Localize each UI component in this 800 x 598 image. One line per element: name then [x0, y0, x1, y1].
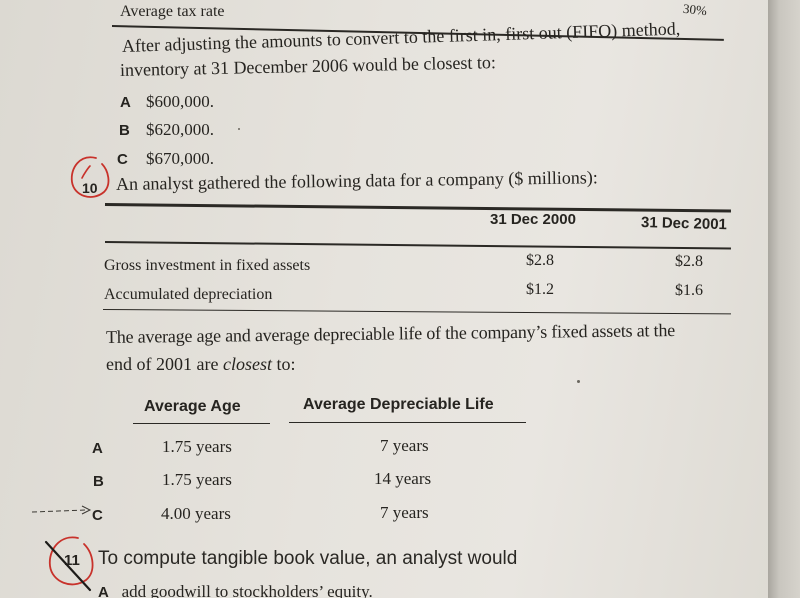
q10-number: 10 [82, 180, 98, 196]
answer-age: 1.75 years [162, 470, 232, 489]
q10-col-header-2000: 31 Dec 2000 [490, 211, 576, 228]
answer-header-rule-life [289, 422, 526, 423]
option-letter: C [117, 151, 128, 168]
q11-option-a: A add goodwill to stockholders’ equity. [98, 582, 373, 598]
row-label: Gross investment in fixed assets [104, 257, 311, 274]
question-text: end of 2001 are [106, 354, 223, 374]
pen-circle-q10-icon [70, 156, 110, 198]
question-text: to: [271, 354, 296, 374]
cell-2001: $1.6 [675, 282, 703, 299]
answer-letter: C [92, 507, 103, 524]
pen-arrow-mark-icon [31, 505, 92, 515]
option-text: $620,000. [146, 120, 214, 139]
question-emphasis: closest [222, 354, 272, 374]
q10-table-bottom-rule [102, 309, 731, 315]
q10-stem: An analyst gathered the following data f… [115, 167, 598, 194]
pen-circle-cross-q11-icon [44, 536, 94, 592]
tax-rate-value: 30% [682, 0, 708, 19]
option-letter: A [98, 584, 109, 598]
option-text: $670,000. [146, 149, 214, 168]
q10-question-line1: The average age and average depreciable … [105, 320, 676, 347]
answer-life: 14 years [374, 469, 432, 488]
q9-stem-line1: After adjusting the amounts to convert t… [121, 18, 681, 56]
option-letter: A [120, 94, 131, 111]
ink-dot [577, 380, 580, 383]
option-text: $600,000. [146, 92, 214, 111]
tax-rate-label: Average tax rate [120, 3, 225, 20]
book-page: Average tax rate 30% After adjusting the… [0, 0, 770, 598]
answer-letter: A [92, 440, 103, 457]
answer-header-life: Average Depreciable Life [303, 396, 494, 413]
answer-letter: B [93, 473, 104, 490]
answer-life: 7 years [380, 503, 429, 522]
page-edge-shadow [768, 0, 800, 598]
answer-life: 7 years [380, 436, 429, 455]
answer-age: 1.75 years [162, 437, 232, 456]
option-text: add goodwill to stockholders’ equity. [121, 582, 373, 598]
q10-question-line2: end of 2001 are closest to: [106, 354, 295, 375]
cell-2001: $2.8 [675, 253, 703, 270]
q10-col-header-2001: 31 Dec 2001 [640, 214, 728, 234]
q10-table-top-rule [104, 203, 731, 213]
answer-age: 4.00 years [161, 504, 231, 523]
q11-stem: To compute tangible book value, an analy… [98, 548, 518, 569]
answer-header-rule-age [133, 423, 270, 424]
answer-header-age: Average Age [144, 398, 241, 415]
q9-stem-line2: inventory at 31 December 2006 would be c… [119, 52, 497, 80]
cell-2000: $1.2 [526, 281, 554, 298]
option-letter: B [119, 122, 130, 139]
q10-table-header-rule [104, 241, 731, 250]
cell-2000: $2.8 [526, 252, 554, 269]
ink-dot [238, 128, 240, 130]
row-label: Accumulated depreciation [104, 286, 273, 303]
